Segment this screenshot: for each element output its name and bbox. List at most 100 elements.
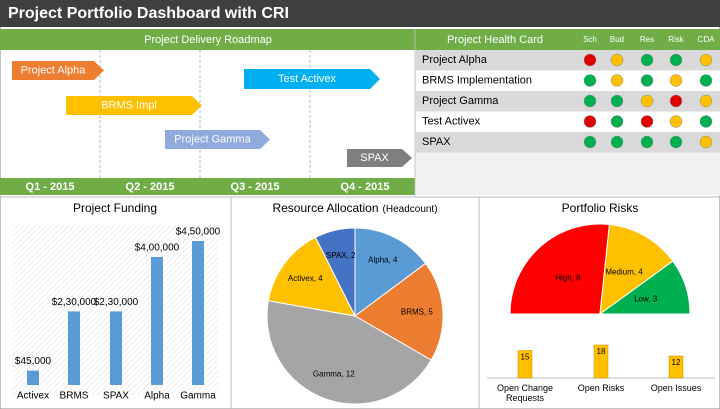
status-dot: [669, 135, 683, 149]
chart-title: Project Funding: [73, 201, 157, 215]
task-label: Project Gamma: [174, 133, 251, 145]
status-dot: [583, 53, 597, 67]
chart-title: Portfolio Risks: [562, 201, 639, 215]
status-dot: [699, 115, 713, 128]
task-label: Test Activex: [278, 73, 337, 85]
category-label: Open Risks: [577, 383, 625, 393]
column-label: Risk: [668, 35, 685, 44]
x-tick-label: Gamma: [180, 391, 216, 402]
x-tick-label: BRMS: [60, 391, 89, 402]
bar: [192, 241, 204, 385]
status-dot: [699, 74, 713, 87]
status-dot: [583, 74, 597, 87]
status-dot: [699, 53, 713, 67]
status-dot: [610, 115, 624, 128]
header-bar: [0, 0, 720, 27]
bar: [27, 370, 39, 385]
column-label: Bud: [610, 35, 624, 44]
value-label: $2,30,000: [94, 297, 139, 308]
chart-subtitle: (Headcount): [383, 204, 438, 215]
task-arrow: [347, 149, 412, 167]
status-dot: [669, 74, 683, 87]
task-arrow: [12, 61, 104, 80]
task-label: Project Alpha: [21, 64, 87, 76]
slice-label: BRMS, 5: [401, 308, 434, 317]
slice-label: Activex, 4: [288, 274, 323, 283]
gauge-slice: [509, 223, 610, 315]
pie-slice: [267, 236, 356, 317]
task-arrow: [66, 96, 202, 115]
roadmap-title: Project Delivery Roadmap: [144, 34, 272, 46]
category-label: Open Change Requests: [496, 383, 554, 403]
project-name: BRMS Implementation: [422, 74, 532, 86]
status-dot: [699, 135, 713, 149]
status-dot: [699, 94, 713, 108]
status-dot: [610, 94, 624, 108]
status-dot: [669, 94, 683, 108]
pie-slice: [354, 262, 444, 361]
task-arrow: [244, 69, 380, 89]
chart-title-text: Resource Allocation: [272, 201, 378, 215]
status-dot: [640, 115, 654, 128]
status-dot: [583, 94, 597, 108]
bar: [151, 257, 163, 385]
status-dot: [640, 74, 654, 87]
task-label: BRMS Impl: [101, 99, 157, 111]
pie-slice: [314, 227, 356, 317]
page-title: Project Portfolio Dashboard with CRI: [8, 5, 289, 22]
quarter-label: Q3 - 2015: [231, 181, 280, 193]
value-label: $4,50,000: [176, 227, 221, 238]
task-arrow: [165, 130, 270, 149]
value-label: $4,00,000: [135, 243, 180, 254]
value-label: 15: [521, 353, 530, 362]
status-dot: [583, 135, 597, 149]
slice-label: High, 8: [555, 273, 581, 282]
quarter-label: Q1 - 2015: [26, 181, 75, 193]
x-tick-label: Open Change Requests: [496, 383, 554, 403]
column-label: Res: [640, 35, 654, 44]
x-tick-label: Activex: [17, 391, 49, 402]
status-dot: [610, 53, 624, 67]
project-name: SPAX: [422, 136, 451, 148]
bar: [110, 311, 122, 385]
value-label: 12: [672, 358, 681, 367]
value-label: $2,30,000: [52, 297, 97, 308]
slice-label: SPAX, 2: [326, 251, 356, 260]
x-tick-label: SPAX: [103, 391, 129, 402]
status-dot: [610, 74, 624, 87]
pie-slice: [354, 227, 427, 317]
x-tick-label: Alpha: [144, 391, 170, 402]
quarter-bar: [0, 178, 415, 195]
slice-label: Low, 3: [634, 294, 658, 303]
quarter-label: Q4 - 2015: [341, 181, 390, 193]
bar: [593, 344, 609, 379]
status-dot: [583, 115, 597, 128]
gauge-slice: [599, 223, 674, 316]
health-title: Project Health Card: [447, 34, 543, 46]
column-label: Sch: [583, 35, 597, 44]
section-header: [0, 29, 720, 50]
x-tick-label: Open Issues: [650, 383, 702, 393]
quarter-label: Q2 - 2015: [126, 181, 175, 193]
value-label: 18: [597, 347, 606, 356]
bar: [668, 355, 684, 379]
slice-label: Gamma, 12: [313, 369, 355, 378]
category-label: Open Issues: [650, 383, 702, 393]
x-tick-label: Open Risks: [577, 383, 625, 393]
gauge-slice: [598, 260, 691, 315]
bar: [517, 350, 533, 379]
slice-label: Alpha, 4: [368, 256, 398, 265]
status-dot: [669, 115, 683, 128]
bar: [68, 311, 80, 385]
slice-label: Medium, 4: [605, 268, 643, 277]
pie-slice: [266, 300, 432, 405]
chart-title: Resource Allocation (Headcount): [272, 201, 437, 215]
project-name: Project Gamma: [422, 95, 499, 107]
status-dot: [669, 53, 683, 67]
status-dot: [640, 94, 654, 108]
project-name: Test Activex: [422, 115, 481, 127]
status-dot: [640, 53, 654, 67]
project-name: Project Alpha: [422, 54, 488, 66]
task-label: SPAX: [360, 152, 389, 164]
